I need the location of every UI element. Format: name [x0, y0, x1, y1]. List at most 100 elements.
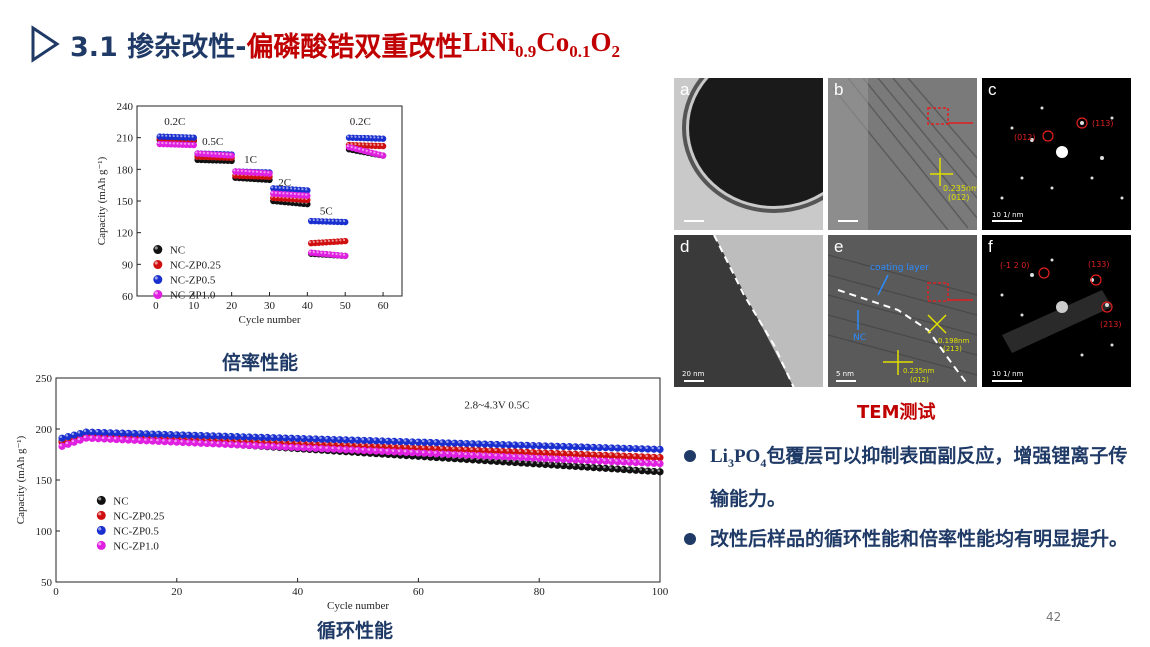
data-point: [342, 252, 349, 260]
data-point: [457, 446, 465, 454]
x-tick-label: 50: [340, 300, 352, 312]
data-point: [602, 451, 610, 460]
data-point: [384, 448, 392, 456]
data-point: [602, 444, 610, 452]
svg-text:(133): (133): [1088, 260, 1110, 269]
data-point: [547, 442, 555, 450]
title-number: 3.1 掺杂改性-: [70, 31, 247, 63]
data-point: [523, 448, 531, 456]
data-point: [451, 445, 459, 454]
data-point: [438, 439, 447, 447]
data-point: [650, 453, 658, 461]
data-point: [535, 449, 543, 457]
data-point: [304, 187, 311, 194]
data-point: [553, 449, 561, 458]
y-tick-label: 120: [117, 228, 134, 240]
data-point: [517, 441, 525, 449]
data-point: [215, 432, 223, 440]
data-point: [130, 429, 139, 438]
data-point: [614, 458, 622, 466]
y-tick-label: 150: [36, 475, 53, 487]
data-point: [136, 430, 145, 438]
data-point: [414, 438, 422, 446]
svg-text:(213): (213): [943, 345, 962, 353]
data-point: [559, 462, 567, 470]
tem-image-b: 0.235nm (012): [828, 78, 977, 230]
data-point: [571, 450, 580, 458]
data-point: [118, 436, 127, 444]
data-point: [632, 453, 640, 461]
rate-label: 0.5C: [202, 136, 223, 148]
tem-panel-a: a: [674, 78, 823, 230]
data-point: [269, 442, 278, 451]
tem-panel-b: 0.235nm (012) b: [828, 78, 977, 230]
data-point: [638, 453, 646, 461]
data-point: [191, 439, 199, 447]
data-point: [541, 460, 549, 469]
data-point: [626, 458, 634, 466]
data-point: [106, 435, 114, 443]
y-tick-label: 180: [117, 164, 134, 176]
data-point: [233, 441, 241, 449]
data-point: [644, 445, 652, 453]
data-point: [577, 443, 586, 451]
svg-text:(113): (113): [1092, 119, 1114, 128]
data-point: [565, 443, 574, 451]
tem-panel-e: coating layer NC 0.198nm (213) 0.235nm (…: [828, 235, 977, 387]
bullet-dot-icon: [684, 532, 696, 545]
series-NC-ZP1.0: [156, 140, 387, 260]
data-point: [644, 467, 652, 475]
data-point: [656, 468, 664, 476]
y-tick-label: 210: [117, 133, 134, 145]
data-point: [596, 451, 604, 459]
x-tick-label: 80: [534, 586, 546, 598]
data-point: [632, 445, 640, 453]
data-point: [608, 465, 616, 473]
data-point: [589, 457, 598, 465]
data-point: [451, 439, 459, 447]
data-point: [608, 444, 616, 452]
data-point: [511, 441, 519, 449]
data-point: [620, 465, 628, 474]
y-tick-label: 150: [117, 196, 134, 208]
data-point: [360, 446, 368, 455]
svg-text:(213): (213): [1100, 320, 1122, 329]
data-point: [457, 451, 465, 459]
condition-annotation: 2.8~4.3V 0.5C: [464, 400, 529, 412]
data-point: [330, 435, 338, 444]
data-point: [523, 454, 531, 462]
data-point: [650, 459, 658, 468]
data-point: [318, 435, 326, 443]
data-point: [185, 439, 193, 447]
data-point: [96, 525, 106, 535]
data-point: [275, 434, 284, 442]
rate-label: 1C: [244, 154, 257, 166]
x-tick-label: 60: [413, 586, 425, 598]
data-point: [596, 457, 604, 465]
tem-image-grid: a 0.235nm (012) b: [674, 78, 1134, 388]
data-point: [632, 466, 640, 474]
data-point: [245, 441, 253, 450]
data-point: [565, 462, 574, 470]
data-point: [571, 443, 580, 451]
data-point: [402, 438, 410, 446]
data-point: [245, 433, 253, 441]
data-point: [173, 438, 181, 446]
data-point: [197, 439, 205, 447]
y-tick-label: 200: [36, 424, 53, 436]
data-point: [547, 461, 555, 469]
data-point: [203, 432, 211, 440]
data-point: [287, 443, 296, 451]
rate-caption: 倍率性能: [221, 352, 298, 374]
rate-label: 5C: [320, 206, 333, 218]
data-point: [565, 456, 574, 464]
data-point: [644, 453, 652, 461]
legend-label: NC-ZP0.5: [170, 275, 216, 287]
x-tick-label: 60: [378, 300, 390, 312]
data-point: [493, 452, 501, 461]
data-point: [324, 435, 332, 443]
data-point: [475, 452, 483, 460]
legend-label: NC: [113, 495, 128, 507]
data-point: [379, 152, 387, 159]
data-point: [124, 436, 133, 444]
